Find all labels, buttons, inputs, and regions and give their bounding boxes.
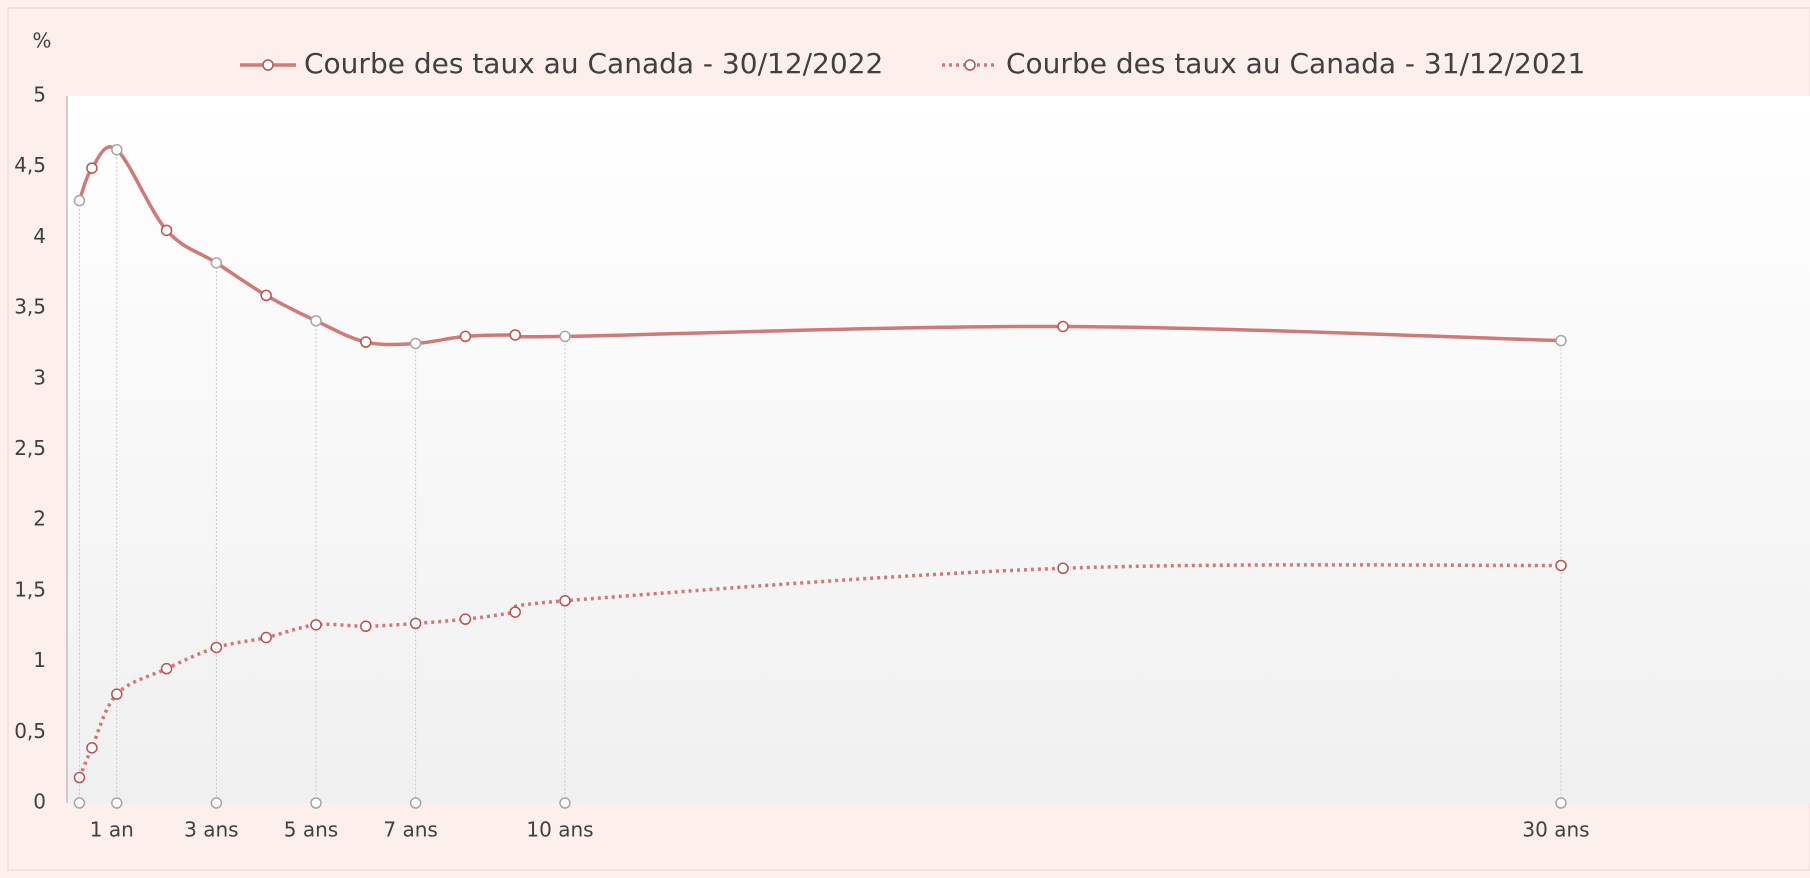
- x-tick-mark: [310, 797, 322, 809]
- point: [160, 224, 173, 237]
- y-tick-label: 2,5: [14, 436, 46, 460]
- x-tick-mark: [73, 797, 86, 809]
- point: [160, 662, 173, 675]
- x-tick-label: 1 an: [90, 818, 134, 842]
- x-tick-label: 7 ans: [383, 818, 437, 842]
- point: [1057, 562, 1069, 575]
- point: [210, 641, 223, 654]
- point: [559, 595, 571, 607]
- point: [310, 619, 322, 631]
- y-tick-label: 3,5: [14, 295, 46, 319]
- point: [509, 606, 521, 618]
- y-tick-label: 4: [33, 224, 46, 248]
- point: [1057, 320, 1069, 333]
- y-tick-label: 0: [33, 790, 46, 814]
- y-tick-label: 1: [33, 648, 46, 672]
- point: [459, 613, 472, 625]
- y-tick-label: 0,5: [14, 719, 46, 743]
- x-tick-mark: [1555, 797, 1567, 809]
- point: [111, 688, 123, 700]
- point: [360, 336, 372, 348]
- x-tick-label: 30 ans: [1522, 818, 1589, 842]
- x-tick-mark: [409, 797, 422, 809]
- point: [86, 742, 98, 754]
- point: [559, 330, 571, 343]
- point: [360, 620, 372, 632]
- point: [260, 289, 272, 302]
- x-tick-label: 10 ans: [526, 818, 593, 842]
- point: [86, 162, 98, 174]
- legend-marker: [964, 59, 976, 71]
- y-tick-label: 1,5: [14, 577, 46, 601]
- legend-marker: [262, 59, 274, 71]
- y-unit: %: [32, 29, 51, 53]
- point: [1555, 559, 1567, 572]
- series-line: [77, 563, 1562, 779]
- y-tick-label: 2: [33, 507, 46, 531]
- point: [459, 330, 472, 343]
- x-tick-mark: [559, 797, 571, 809]
- x-tick-mark: [210, 797, 223, 809]
- y-tick-label: 5: [33, 83, 46, 107]
- x-tick-mark: [111, 797, 123, 809]
- point: [73, 194, 86, 207]
- legend-label: Courbe des taux au Canada - 31/12/2021: [1006, 47, 1585, 80]
- point: [509, 329, 521, 341]
- y-tick-label: 3: [33, 365, 46, 389]
- point: [1555, 334, 1567, 347]
- point: [111, 143, 123, 156]
- point: [73, 771, 86, 784]
- plot-area: [67, 96, 1810, 803]
- x-tick-label: 3 ans: [184, 818, 238, 842]
- point: [409, 337, 422, 350]
- point: [310, 315, 322, 327]
- legend-label: Courbe des taux au Canada - 30/12/2022: [304, 47, 883, 80]
- y-tick-label: 4,5: [14, 153, 46, 177]
- point: [210, 257, 223, 269]
- point: [409, 617, 422, 630]
- point: [260, 631, 272, 644]
- x-tick-label: 5 ans: [284, 818, 338, 842]
